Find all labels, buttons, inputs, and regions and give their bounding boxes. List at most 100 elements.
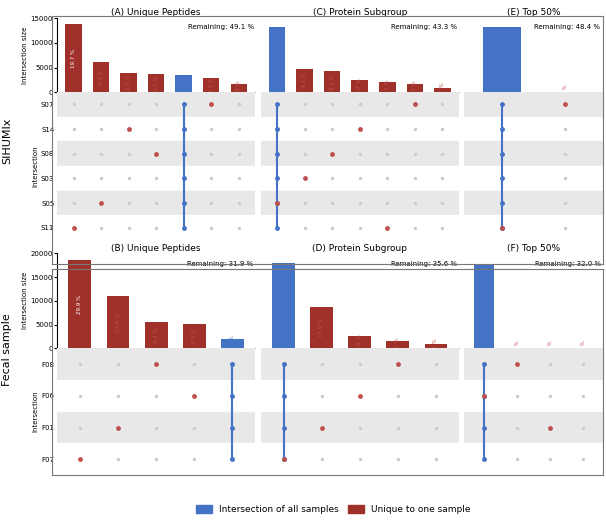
Text: 4.7 %: 4.7 % [358,78,362,94]
Text: 3.3 %: 3.3 % [412,80,418,96]
Bar [464,141,603,166]
Text: 0.5 %: 0.5 % [514,340,519,356]
Text: 67.4 %: 67.4 % [482,297,487,316]
Bar [379,82,396,92]
Y-axis label: Intersection size: Intersection size [22,272,28,329]
Text: Fecal sample: Fecal sample [2,313,12,386]
Title: (D) Protein Subgroup: (D) Protein Subgroup [312,244,407,253]
Text: 8.3 %: 8.3 % [191,328,197,344]
Text: 8.1 %: 8.1 % [330,74,335,90]
Bar [261,216,459,240]
Text: 5.5 %: 5.5 % [126,75,131,90]
Text: 19.7 %: 19.7 % [71,49,76,68]
Bar [261,380,459,412]
Text: 1.7 %: 1.7 % [440,82,445,98]
Y-axis label: Intersection: Intersection [33,391,39,433]
Bar [464,380,603,412]
Text: 3.4 %: 3.4 % [230,336,235,351]
Legend: Intersection of all samples, Unique to one sample: Intersection of all samples, Unique to o… [192,501,474,517]
Bar [483,27,521,92]
Text: 4.1 %: 4.1 % [385,79,390,95]
Bar [261,166,459,191]
Bar [57,348,255,380]
Bar [348,337,371,348]
Text: 9.1 %: 9.1 % [302,73,307,88]
Bar [57,216,255,240]
Text: 0.1 %: 0.1 % [548,340,553,356]
Bar [261,348,459,380]
Text: 3.7 %: 3.7 % [395,337,401,352]
Bar [65,24,82,92]
Text: SIHUMIx: SIHUMIx [2,118,12,164]
Bar [57,117,255,141]
Title: (F) Top 50%: (F) Top 50% [507,244,560,253]
Text: 8.4 %: 8.4 % [99,69,104,85]
Bar [464,191,603,216]
Bar [464,92,603,117]
Bar [261,92,459,117]
Bar [183,324,205,348]
Bar [57,191,255,216]
Text: 4.9 %: 4.9 % [181,76,186,92]
Text: 2.8 %: 2.8 % [236,80,241,96]
Bar [474,265,494,348]
Bar [464,443,603,475]
Text: 0.0 %: 0.0 % [581,340,585,356]
Text: Remaining: 32.0 %: Remaining: 32.0 % [535,261,601,267]
Bar [57,443,255,475]
Text: 8.7 %: 8.7 % [154,327,159,343]
Bar [261,191,459,216]
Text: 4.4 %: 4.4 % [208,77,214,93]
Bar [296,69,313,92]
Text: Remaining: 31.9 %: Remaining: 31.9 % [187,261,253,267]
Bar [387,341,409,348]
Bar [261,141,459,166]
Text: 29.9 %: 29.9 % [78,294,82,314]
Bar [351,80,368,92]
Text: Remaining: 43.3 %: Remaining: 43.3 % [391,24,458,30]
Title: (C) Protein Subgroup: (C) Protein Subgroup [313,8,407,18]
Bar [464,216,603,240]
Bar [464,166,603,191]
Bar [145,322,168,348]
Bar [272,263,295,348]
Bar [57,141,255,166]
Bar [107,296,130,348]
Bar [261,117,459,141]
Title: (B) Unique Peptides: (B) Unique Peptides [112,244,201,253]
Bar [464,412,603,443]
Bar [57,412,255,443]
Bar [176,75,192,92]
Bar [203,78,219,92]
Text: 0.1 %: 0.1 % [562,84,568,100]
Bar [407,84,423,92]
Bar [434,88,451,92]
Text: 17.8 %: 17.8 % [116,313,121,332]
Bar [57,380,255,412]
Bar [261,443,459,475]
Bar [68,260,92,348]
Text: Remaining: 49.1 %: Remaining: 49.1 % [188,24,254,30]
Bar [121,73,137,92]
Bar [310,307,333,348]
Bar [230,84,247,92]
Text: 34.6 %: 34.6 % [281,296,286,315]
Y-axis label: Intersection: Intersection [32,145,38,187]
Bar [57,166,255,191]
Bar [464,348,603,380]
Bar [93,62,109,92]
Text: Remaining: 35.6 %: Remaining: 35.6 % [391,261,457,267]
Text: 5.5 %: 5.5 % [358,335,362,350]
Title: (E) Top 50%: (E) Top 50% [507,8,561,18]
Text: Remaining: 48.4 %: Remaining: 48.4 % [534,24,600,30]
Bar [261,412,459,443]
Text: 17.9 %: 17.9 % [319,318,324,337]
Bar [425,344,447,348]
Bar [464,117,603,141]
Bar [269,27,285,92]
Text: 5.2 %: 5.2 % [154,75,159,91]
Bar [148,74,164,92]
Bar [221,339,244,348]
Bar [324,72,341,92]
Text: 2.7 %: 2.7 % [433,338,439,354]
